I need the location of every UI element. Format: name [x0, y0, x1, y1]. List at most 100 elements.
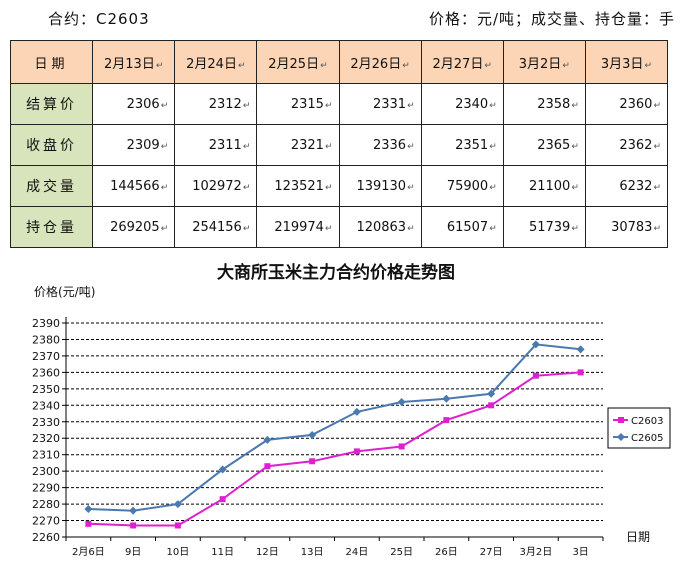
chart-series [84, 340, 585, 529]
column-header: 2月13日↵ [92, 40, 176, 84]
table-cell: 30783↵ [584, 206, 669, 248]
legend-box [607, 407, 671, 449]
chart-grid [65, 317, 603, 538]
table-cell: 120863↵ [338, 206, 422, 248]
table-header-row: 日期 2月13日↵ 2月24日↵ 2月25日↵ 2月26日↵ 2月27日↵ 3月… [9, 40, 669, 84]
column-header: 3月2日↵ [502, 40, 586, 84]
x-tick-label: 9日 [125, 547, 141, 558]
chart-title: 大商所玉米主力合约价格走势图 [217, 262, 455, 283]
column-header: 3月3日↵ [584, 40, 669, 84]
data-point-c2603 [174, 522, 181, 529]
x-tick-label: 10日 [167, 547, 190, 558]
data-point-c2605 [129, 506, 138, 515]
y-tick-label: 2290 [32, 482, 60, 495]
legend-label: C2605 [631, 433, 663, 444]
x-tick-label: 12日 [256, 547, 279, 558]
x-tick-label: 27日 [480, 547, 503, 558]
table-cell: 2365↵ [502, 124, 586, 166]
legend-label: C2603 [631, 416, 663, 427]
data-point-c2605 [173, 500, 182, 509]
chart-svg: 大商所玉米主力合约价格走势图 价格(元/吨) 日期 22602270228022… [32, 262, 671, 558]
row-label: 收盘价 [9, 124, 94, 166]
table-cell: 61507↵ [420, 206, 504, 248]
x-tick-label: 25日 [390, 547, 413, 558]
data-point-c2605 [397, 398, 406, 407]
data-point-c2603 [398, 443, 405, 450]
x-tick-label: 13日 [301, 547, 324, 558]
data-point-c2605 [308, 430, 317, 439]
table-cell: 2362↵ [584, 124, 669, 166]
chart-legend: C2603 C2605 [607, 407, 671, 449]
table-cell: 2309↵ [92, 124, 176, 166]
table-cell: 75900↵ [420, 165, 504, 207]
row-label: 成交量 [9, 165, 94, 207]
units-label: 价格：元/吨；成交量、持仓量：手 [428, 10, 675, 28]
series-line-c2605 [88, 343, 581, 512]
table-cell: 2336↵ [338, 124, 422, 166]
y-tick-label: 2350 [32, 383, 60, 396]
table-cell: 219974↵ [256, 206, 340, 248]
table-cell: 2312↵ [174, 83, 258, 125]
table-row-settlement: 结算价 2306↵ 2312↵ 2315↵ 2331↵ 2340↵ 2358↵ … [9, 83, 669, 125]
data-point-c2603 [309, 458, 316, 465]
data-point-c2603 [577, 369, 584, 376]
legend-marker [617, 433, 625, 441]
table-corner-date: 日期 [9, 40, 94, 84]
y-tick-label: 2360 [32, 366, 60, 379]
x-tick-label: 24日 [346, 547, 369, 558]
table-row-close: 收盘价 2309↵ 2311↵ 2321↵ 2336↵ 2351↵ 2365↵ … [9, 124, 669, 166]
row-label: 结算价 [9, 83, 94, 125]
table-cell: 269205↵ [92, 206, 176, 248]
table-cell: 2321↵ [256, 124, 340, 166]
table-cell: 139130↵ [338, 165, 422, 207]
y-tick-label: 2370 [32, 350, 60, 363]
table-cell: 254156↵ [174, 206, 258, 248]
x-axis-label: 日期 [626, 530, 650, 544]
y-tick-label: 2330 [32, 416, 60, 429]
price-trend-chart: 大商所玉米主力合约价格走势图 价格(元/吨) 日期 2260 2270 2280 22… [0, 250, 681, 570]
table-row-volume: 成交量 144566↵ 102972↵ 123521↵ 139130↵ 7590… [9, 165, 669, 207]
data-point-c2603 [264, 463, 271, 470]
data-point-c2605 [576, 345, 585, 354]
table-cell: 2340↵ [420, 83, 504, 125]
data-point-c2603 [130, 522, 137, 529]
data-point-c2603 [353, 448, 360, 455]
data-point-c2603 [488, 402, 495, 409]
y-tick-label: 2280 [32, 498, 60, 511]
table-cell: 2311↵ [174, 124, 258, 166]
table-cell: 102972↵ [174, 165, 258, 207]
data-point-c2605 [487, 389, 496, 398]
table-cell: 2306↵ [92, 83, 176, 125]
data-point-c2603 [85, 520, 92, 527]
y-tick-label: 2310 [32, 449, 60, 462]
table-cell: 123521↵ [256, 165, 340, 207]
data-point-c2605 [442, 394, 451, 403]
y-tick-label: 2340 [32, 399, 60, 412]
x-tick-label: 3月2日 [520, 546, 553, 558]
table-cell: 2358↵ [502, 83, 586, 125]
y-tick-label: 2270 [32, 515, 60, 528]
table-cell: 144566↵ [92, 165, 176, 207]
x-tick-label: 3日 [572, 547, 588, 558]
data-point-c2605 [352, 407, 361, 416]
table-cell: 51739↵ [502, 206, 586, 248]
x-axis-ticks: 2月6日 9日 10日 11日 12日 13日 24日 25日 26日 27日 3月2日 3日 [65, 537, 604, 558]
y-tick-label: 2300 [32, 465, 60, 478]
y-tick-label: 2390 [32, 317, 60, 330]
x-tick-label: 2月6日 [72, 546, 105, 558]
data-point-c2605 [531, 340, 540, 349]
y-tick-label: 2320 [32, 432, 60, 445]
table-cell: 21100↵ [502, 165, 586, 207]
data-point-c2603 [532, 372, 539, 379]
table-row-open-interest: 持仓量 269205↵ 254156↵ 219974↵ 120863↵ 6150… [9, 206, 669, 248]
data-point-c2605 [84, 505, 93, 514]
data-point-c2605 [263, 435, 272, 444]
contract-label: 合约：C2603 [48, 10, 150, 28]
data-point-c2605 [218, 465, 227, 474]
y-axis-ticks: 2260 2270 2280 2290 2300 2310 2320 2330 2340 2350… [32, 317, 66, 544]
data-point-c2603 [443, 417, 450, 424]
header-bar: 合约：C2603 价格：元/吨；成交量、持仓量：手 [0, 6, 681, 30]
x-tick-label: 11日 [211, 547, 234, 558]
data-point-c2603 [219, 496, 226, 503]
column-header: 2月27日↵ [420, 40, 504, 84]
